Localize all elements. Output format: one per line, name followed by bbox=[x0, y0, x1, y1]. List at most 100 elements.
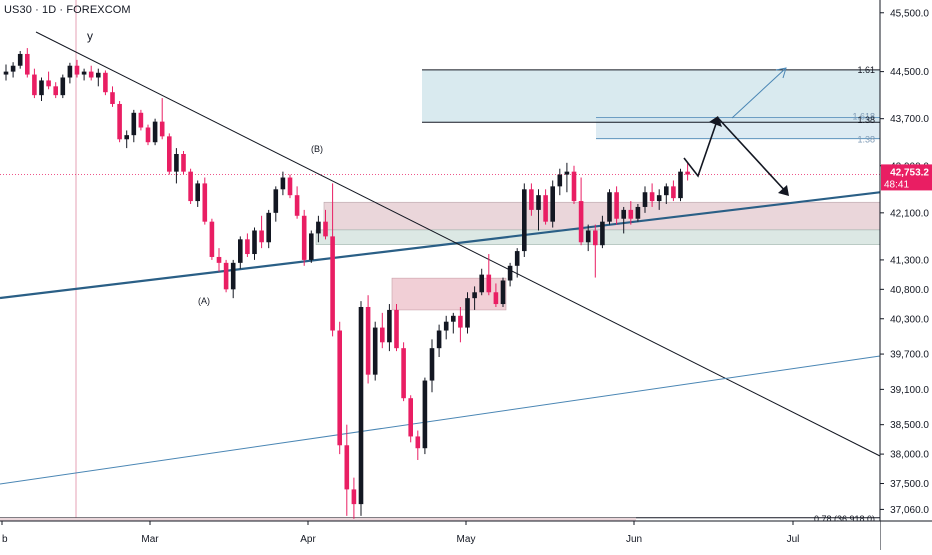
rising-trendline bbox=[0, 184, 932, 300]
candle-body bbox=[159, 121, 165, 137]
price-tick-label: 38,000.0 bbox=[890, 450, 929, 461]
candle-body bbox=[351, 489, 357, 505]
candle-body bbox=[96, 72, 101, 78]
time-tick-label: May bbox=[457, 534, 476, 545]
candle-body bbox=[664, 186, 669, 196]
candle-body bbox=[88, 71, 94, 78]
candle-body bbox=[500, 280, 506, 305]
candle-body bbox=[607, 192, 612, 222]
target-zone bbox=[422, 69, 880, 123]
price-tick-label: 45,500.0 bbox=[890, 8, 929, 19]
bottom-band bbox=[0, 517, 636, 523]
candle-body bbox=[387, 309, 392, 343]
candle-body bbox=[3, 71, 9, 75]
axis-corner bbox=[881, 522, 932, 550]
price-tick-label: 38,500.0 bbox=[890, 420, 929, 431]
candle-body bbox=[124, 135, 129, 140]
current-price-badge bbox=[881, 164, 932, 191]
candle-body bbox=[266, 212, 271, 243]
target-arrow-line bbox=[731, 67, 787, 119]
fib-level-label: 0.78 (36,918.0) bbox=[814, 514, 875, 524]
fib-level-label: 1.38 bbox=[857, 135, 875, 145]
candle-body bbox=[330, 236, 335, 331]
candle-body bbox=[429, 348, 435, 381]
candle-body bbox=[671, 186, 676, 199]
fib-zone bbox=[596, 117, 880, 139]
candle-body bbox=[593, 230, 598, 246]
candle-body bbox=[514, 251, 520, 266]
current-price-label: 42,753.2 bbox=[890, 167, 929, 178]
wave-label-a: (A) bbox=[198, 296, 210, 306]
candle-body bbox=[443, 321, 449, 331]
candle-body bbox=[685, 171, 690, 175]
candle-body bbox=[53, 86, 58, 96]
candle-body bbox=[110, 92, 115, 104]
candle-body bbox=[642, 192, 648, 207]
time-tick-label: Apr bbox=[300, 534, 316, 545]
lower-channel-line bbox=[0, 355, 881, 485]
candle-body bbox=[415, 436, 421, 449]
candle-body bbox=[486, 274, 492, 293]
candle-body bbox=[465, 298, 470, 328]
target-arrowhead bbox=[775, 67, 787, 79]
demand-zone bbox=[315, 229, 881, 245]
candle-body bbox=[578, 201, 584, 243]
candle-body bbox=[25, 53, 30, 75]
candle-body bbox=[564, 171, 570, 175]
price-tick-label: 37,500.0 bbox=[890, 479, 929, 490]
candle-body bbox=[245, 239, 250, 255]
price-tick-label: 40,300.0 bbox=[890, 314, 929, 325]
candle-body bbox=[550, 186, 555, 222]
price-axis-background bbox=[880, 0, 932, 550]
countdown-label: 48:41 bbox=[884, 179, 909, 190]
fib-level-label: 1.38 bbox=[857, 115, 875, 125]
price-tick-label: 39,700.0 bbox=[890, 350, 929, 361]
candle-body bbox=[472, 292, 477, 299]
candle-body bbox=[365, 306, 371, 375]
candle-body bbox=[67, 65, 73, 78]
candle-body bbox=[529, 189, 534, 210]
candle-body bbox=[60, 77, 66, 96]
projection-group bbox=[683, 67, 789, 196]
projected-path bbox=[683, 116, 789, 195]
candle-body bbox=[358, 306, 364, 505]
falling-trendline bbox=[35, 31, 881, 457]
candle-body bbox=[280, 177, 286, 190]
candle-body bbox=[202, 183, 208, 222]
candle-body bbox=[557, 174, 563, 187]
candle-body bbox=[600, 221, 605, 246]
price-tick-label: 40,800.0 bbox=[890, 285, 929, 296]
candle-body bbox=[10, 65, 16, 72]
candle-body bbox=[621, 209, 626, 219]
candle-body bbox=[195, 183, 200, 202]
candle-body bbox=[294, 195, 300, 216]
candle-body bbox=[479, 274, 484, 293]
fib-level-label: 1.618 bbox=[852, 112, 875, 122]
candle-body bbox=[301, 215, 307, 260]
price-tick-label: 43,700.0 bbox=[890, 114, 929, 125]
candle-body bbox=[17, 53, 23, 66]
candle-body bbox=[252, 230, 257, 255]
candle-body bbox=[543, 195, 548, 222]
time-tick-label: Mar bbox=[141, 534, 159, 545]
candle-body bbox=[380, 327, 385, 343]
candle-body bbox=[117, 103, 122, 140]
candle-body bbox=[323, 221, 328, 237]
candles-group bbox=[3, 48, 690, 519]
candle-body bbox=[287, 177, 293, 196]
price-tick-label: 41,300.0 bbox=[890, 255, 929, 266]
wave-label-y: y bbox=[87, 29, 93, 43]
candle-body bbox=[181, 153, 186, 172]
time-axis-background bbox=[0, 521, 880, 551]
candle-body bbox=[209, 221, 215, 257]
candle-body bbox=[131, 112, 137, 136]
time-tick-label: Jul bbox=[787, 534, 800, 545]
candle-body bbox=[103, 72, 108, 93]
fib-level-label: 1.61 bbox=[857, 65, 875, 75]
candle-body bbox=[259, 230, 264, 243]
price-tick-label: 39,100.0 bbox=[890, 385, 929, 396]
candle-body bbox=[493, 292, 499, 305]
candle-body bbox=[216, 256, 222, 263]
